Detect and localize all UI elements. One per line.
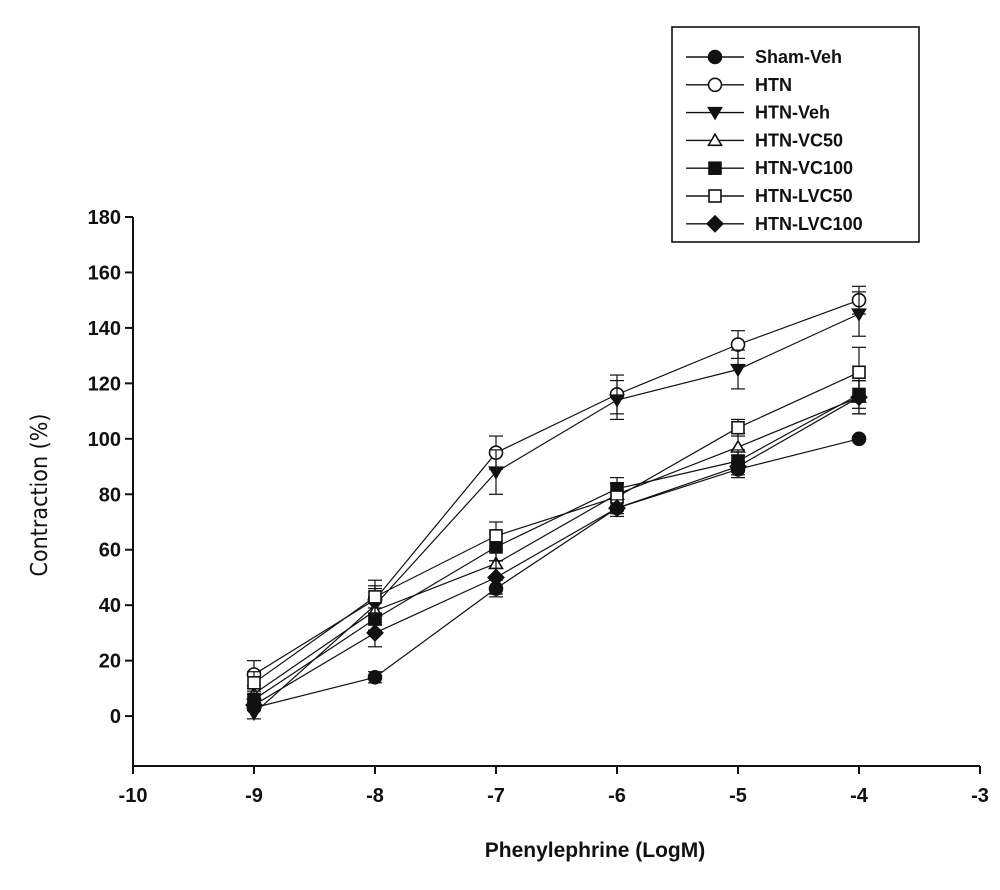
y-tick-label: 140	[88, 318, 121, 340]
y-tick-label: 20	[99, 651, 121, 673]
x-tick-label: -5	[729, 785, 747, 807]
legend-marker-htn-vc100	[708, 161, 722, 175]
series-line-sham-veh	[253, 438, 860, 709]
x-tick-label: -6	[608, 785, 626, 807]
x-tick-label: -4	[850, 785, 869, 807]
data-point-htn-lvc100	[366, 623, 384, 642]
x-tick-label: -8	[366, 785, 384, 807]
y-tick-label: 160	[88, 262, 121, 284]
data-point-htn-veh	[609, 394, 625, 408]
legend-label: HTN-VC50	[755, 130, 843, 150]
data-point-htn-veh	[851, 308, 867, 322]
x-tick-label: -3	[971, 785, 989, 807]
legend-label: HTN-Veh	[755, 103, 830, 123]
y-tick-label: 80	[99, 484, 121, 506]
data-point-htn-lvc100	[850, 388, 868, 407]
data-point-htn-lvc50	[247, 676, 261, 690]
data-point-htn-lvc50	[489, 529, 503, 543]
data-point-sham-veh	[367, 669, 383, 685]
legend: Sham-Veh HTN HTN-Veh HTN-VC50 HTN-VC100 HTN-L…	[671, 26, 920, 243]
legend-marker-htn-lvc50	[708, 189, 722, 203]
legend-marker-sham-veh	[707, 49, 723, 65]
data-point-htn-lvc100	[487, 568, 505, 587]
x-tick-label: -10	[119, 785, 148, 807]
y-tick-label: 100	[88, 429, 121, 451]
y-axis-title: Contraction (%)	[27, 414, 53, 577]
y-tick-label: 40	[99, 595, 121, 617]
data-point-htn	[730, 337, 746, 352]
series-line-htn-veh	[253, 313, 860, 714]
legend-label: HTN	[755, 75, 792, 95]
legend-marker-htn	[707, 77, 723, 93]
y-tick-label: 120	[88, 373, 121, 395]
legend-label: HTN-LVC50	[755, 186, 853, 206]
series-htn-lvc100	[245, 379, 868, 714]
series-htn-lvc50	[247, 346, 866, 695]
series-line-htn-vc100	[253, 393, 860, 700]
series-sham-veh	[246, 431, 867, 716]
legend-marker-htn-vc50	[707, 132, 723, 147]
legend-label: Sham-Veh	[755, 47, 842, 67]
legend-marker-htn-lvc100	[706, 214, 724, 233]
x-tick-label: -7	[487, 785, 505, 807]
data-point-htn-lvc50	[852, 365, 866, 380]
x-axis-title: Phenylephrine (LogM)	[485, 839, 706, 862]
data-point-htn-lvc50	[368, 590, 382, 604]
series-htn-veh	[246, 291, 867, 722]
series-htn-vc100	[247, 379, 866, 709]
series-line-htn-lvc50	[253, 371, 860, 684]
series-layer	[245, 285, 868, 722]
data-point-htn-veh	[730, 363, 746, 378]
data-point-htn-lvc100	[729, 457, 747, 476]
data-point-htn-lvc50	[731, 420, 745, 435]
series-line-htn-vc50	[253, 396, 860, 695]
data-point-htn-lvc100	[245, 696, 263, 714]
y-tick-label: 0	[110, 706, 121, 728]
series-line-htn	[253, 299, 860, 676]
series-htn	[246, 285, 867, 689]
data-point-htn-veh	[488, 466, 504, 480]
axes: 0 20 40 60 80 100 120 140 160 180 -10 -9 -8 -7 -6 -5 -4 -…	[88, 207, 989, 807]
series-line-htn-lvc100	[253, 396, 860, 706]
data-point-htn-lvc100	[608, 499, 626, 518]
legend-label: HTN-LVC100	[755, 214, 863, 234]
data-point-sham-veh	[851, 431, 867, 447]
y-tick-label: 180	[88, 207, 121, 229]
y-tick-label: 60	[99, 540, 121, 562]
x-tick-label: -9	[245, 785, 263, 807]
legend-label: HTN-VC100	[755, 158, 853, 178]
legend-marker-htn-veh	[707, 106, 723, 121]
